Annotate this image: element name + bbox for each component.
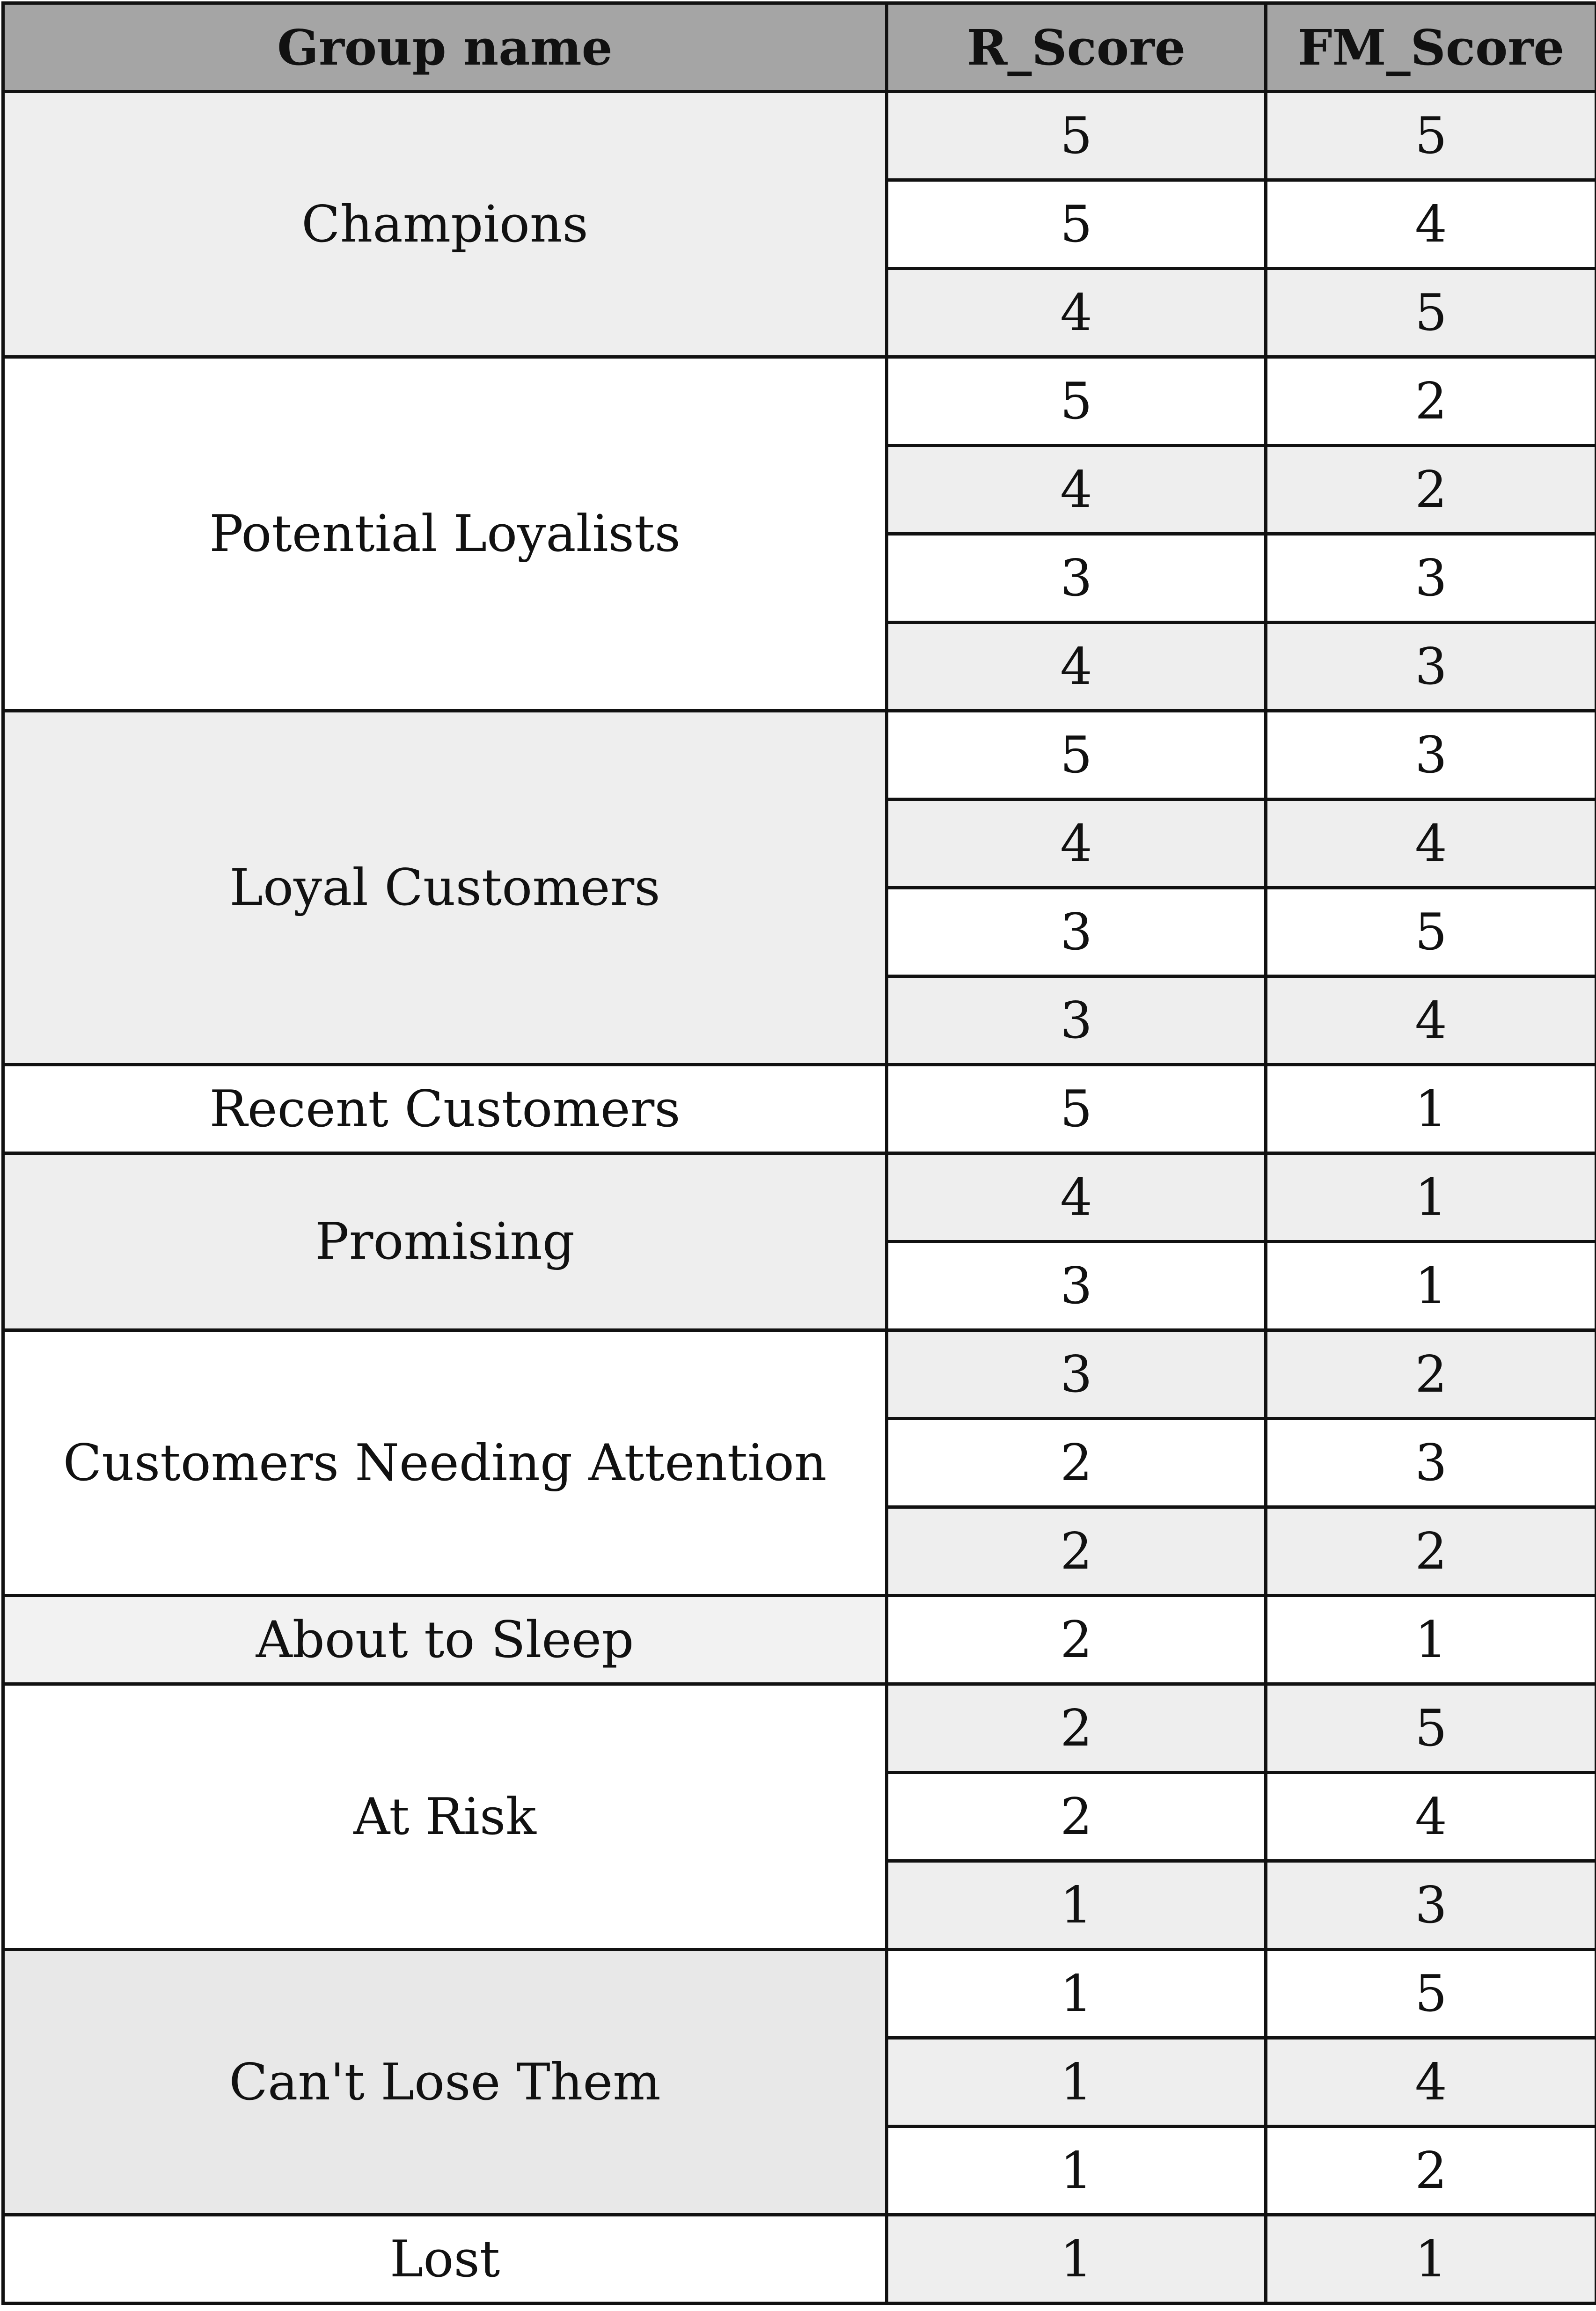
fm-score-cell: 1 — [1264, 2213, 1596, 2305]
r-score-cell: 2 — [885, 1682, 1267, 1774]
table-row: Champions 5 5 — [1, 90, 1596, 359]
r-score-cell: 3 — [885, 532, 1267, 624]
fm-score-cell: 3 — [1264, 1417, 1596, 1509]
group-name-cell: Promising — [1, 1152, 888, 1332]
group-name-cell: Lost — [1, 2213, 888, 2305]
group-name-cell: Recent Customers — [1, 1063, 888, 1155]
r-score-cell: 4 — [885, 798, 1267, 889]
fm-score-cell: 3 — [1264, 532, 1596, 624]
fm-score-cell: 4 — [1264, 1771, 1596, 1863]
r-score-cell: 5 — [885, 709, 1267, 801]
fm-score-cell: 2 — [1264, 355, 1596, 447]
fm-score-cell: 2 — [1264, 1328, 1596, 1420]
table-row: Lost 1 1 — [1, 2213, 1596, 2305]
r-score-cell: 4 — [885, 1152, 1267, 1243]
r-score-cell: 1 — [885, 2213, 1267, 2305]
group-name-cell: About to Sleep — [1, 1594, 888, 1686]
r-score-cell: 3 — [885, 975, 1267, 1066]
fm-score-cell: 1 — [1264, 1594, 1596, 1686]
header-row: Group name R_Score FM_Score — [1, 1, 1596, 93]
table-body: Champions 5 5 5 4 4 5 Potential Loyalists 5 2 4 2 3 3… — [1, 90, 1596, 2305]
table-row: Recent Customers 5 1 — [1, 1063, 1596, 1155]
group-name-cell: At Risk — [1, 1682, 888, 1951]
fm-score-cell: 4 — [1264, 798, 1596, 889]
group-name-cell: Loyal Customers — [1, 709, 888, 1066]
table-row: Loyal Customers 5 3 — [1, 709, 1596, 1066]
table-header: Group name R_Score FM_Score — [1, 1, 1596, 93]
r-score-cell: 2 — [885, 1417, 1267, 1509]
header-group-name: Group name — [1, 1, 888, 93]
fm-score-cell: 2 — [1264, 444, 1596, 536]
fm-score-cell: 5 — [1264, 1948, 1596, 2040]
fm-score-cell: 2 — [1264, 2125, 1596, 2216]
fm-score-cell: 5 — [1264, 267, 1596, 359]
r-score-cell: 4 — [885, 444, 1267, 536]
table-row: Promising 4 1 — [1, 1152, 1596, 1332]
fm-score-cell: 5 — [1264, 90, 1596, 182]
fm-score-cell: 3 — [1264, 1859, 1596, 1951]
r-score-cell: 1 — [885, 2036, 1267, 2128]
fm-score-cell: 1 — [1264, 1240, 1596, 1332]
r-score-cell: 1 — [885, 2125, 1267, 2216]
header-fm-score: FM_Score — [1264, 1, 1596, 93]
r-score-cell: 5 — [885, 178, 1267, 270]
fm-score-cell: 3 — [1264, 709, 1596, 801]
fm-score-cell: 4 — [1264, 975, 1596, 1066]
group-name-cell: Potential Loyalists — [1, 355, 888, 712]
fm-score-cell: 5 — [1264, 1682, 1596, 1774]
r-score-cell: 2 — [885, 1771, 1267, 1863]
group-name-cell: Can't Lose Them — [1, 1948, 888, 2216]
fm-score-cell: 5 — [1264, 886, 1596, 978]
table-row: Customers Needing Attention 3 2 — [1, 1328, 1596, 1597]
group-name-cell: Customers Needing Attention — [1, 1328, 888, 1597]
r-score-cell: 5 — [885, 355, 1267, 447]
fm-score-cell: 1 — [1264, 1152, 1596, 1243]
r-score-cell: 4 — [885, 267, 1267, 359]
r-score-cell: 3 — [885, 1328, 1267, 1420]
r-score-cell: 3 — [885, 886, 1267, 978]
fm-score-cell: 3 — [1264, 621, 1596, 712]
table-row: At Risk 2 5 — [1, 1682, 1596, 1951]
fm-score-cell: 1 — [1264, 1063, 1596, 1155]
fm-score-cell: 2 — [1264, 1505, 1596, 1597]
r-score-cell: 1 — [885, 1948, 1267, 2040]
r-score-cell: 2 — [885, 1594, 1267, 1686]
table-row: Potential Loyalists 5 2 — [1, 355, 1596, 712]
r-score-cell: 2 — [885, 1505, 1267, 1597]
header-r-score: R_Score — [885, 1, 1267, 93]
r-score-cell: 3 — [885, 1240, 1267, 1332]
group-name-cell: Champions — [1, 90, 888, 359]
table-row: Can't Lose Them 1 5 — [1, 1948, 1596, 2216]
fm-score-cell: 4 — [1264, 178, 1596, 270]
r-score-cell: 1 — [885, 1859, 1267, 1951]
r-score-cell: 4 — [885, 621, 1267, 712]
table-row: About to Sleep 2 1 — [1, 1594, 1596, 1686]
r-score-cell: 5 — [885, 1063, 1267, 1155]
r-score-cell: 5 — [885, 90, 1267, 182]
fm-score-cell: 4 — [1264, 2036, 1596, 2128]
